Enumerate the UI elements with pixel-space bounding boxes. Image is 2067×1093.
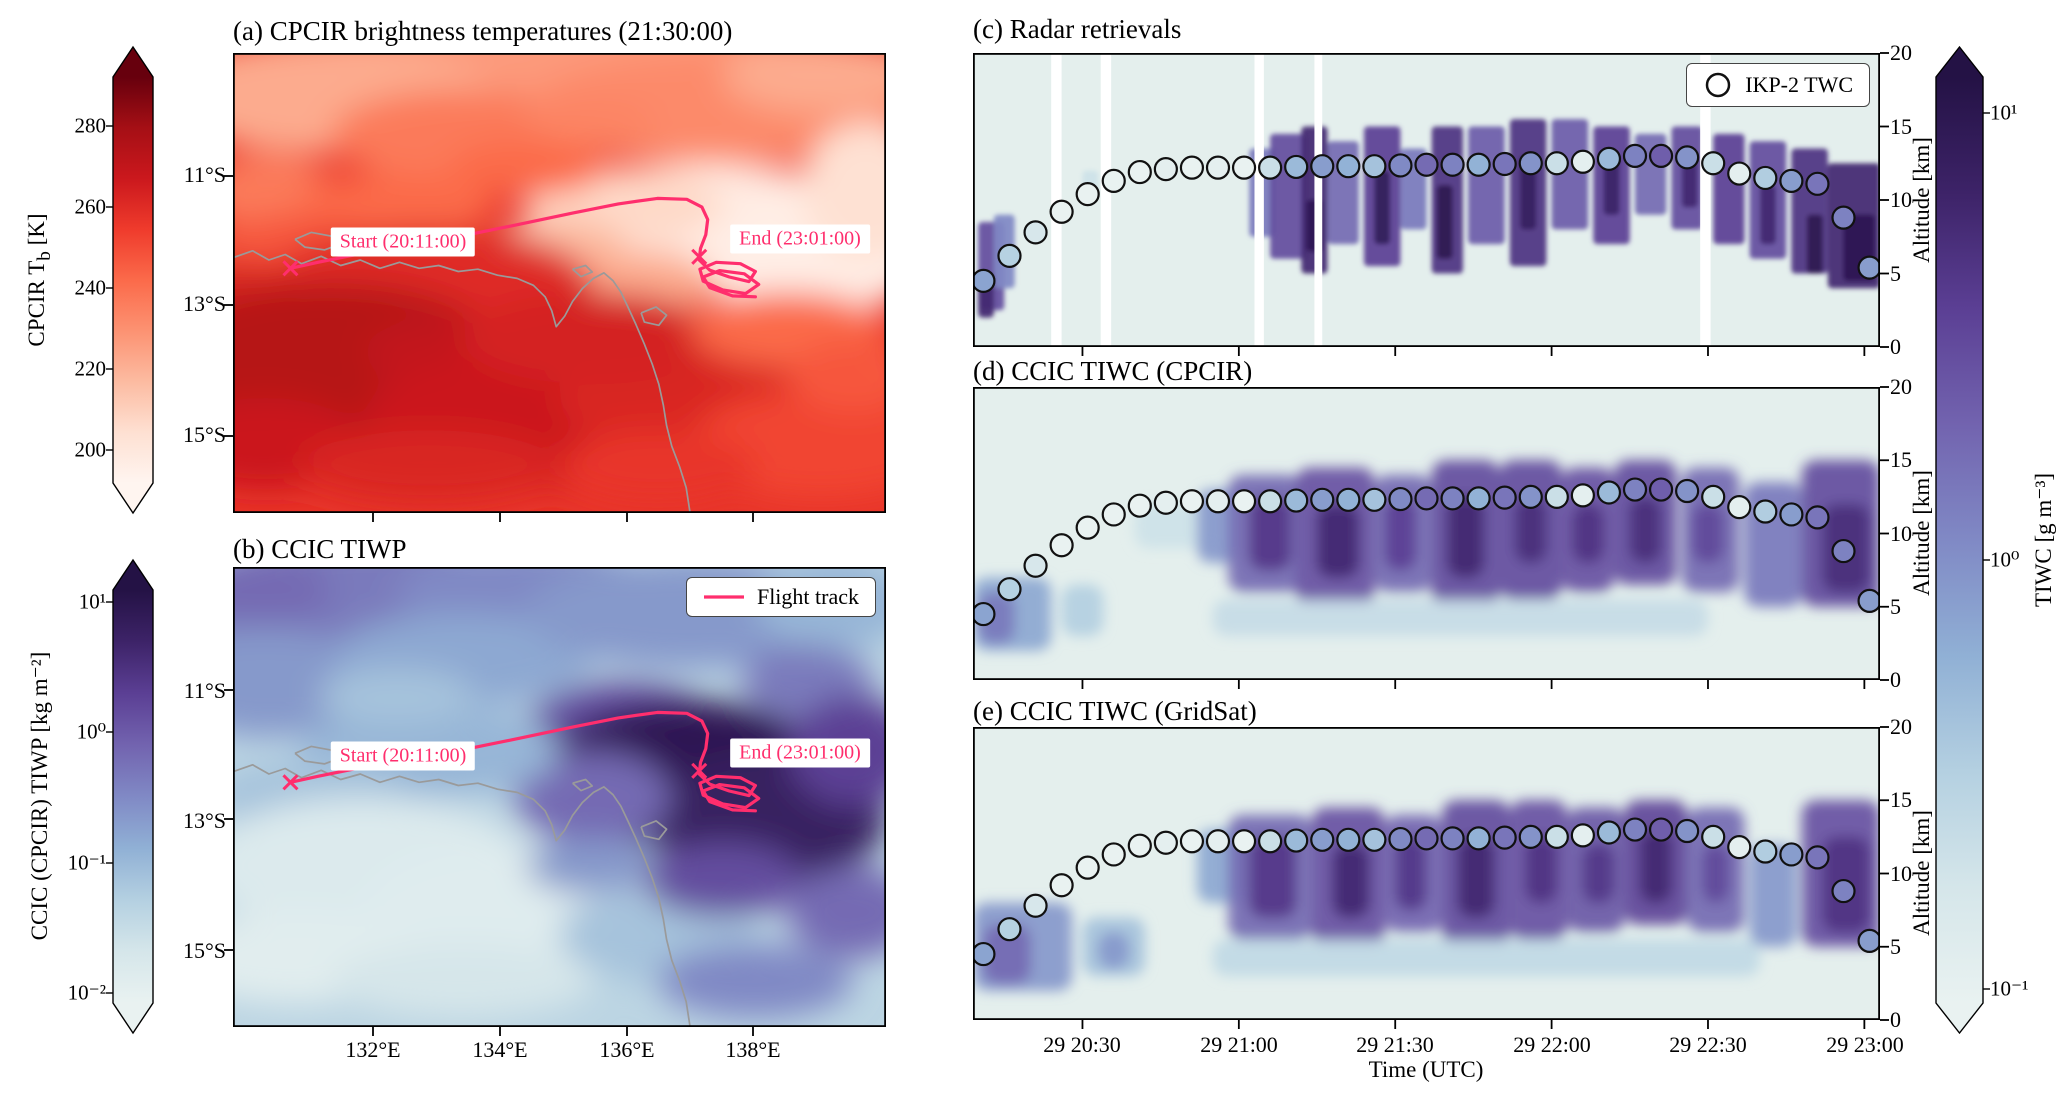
- panel-b-title: (b) CCIC TIWP: [233, 534, 407, 564]
- lon-tick: 134°E: [472, 1037, 528, 1062]
- alt-tick-d: 10: [1890, 520, 1912, 546]
- time-tick: 29 22:30: [1669, 1032, 1747, 1057]
- time-tick: 29 23:00: [1826, 1032, 1904, 1057]
- alt-tick-c: 0: [1890, 334, 1901, 359]
- panel-d-curtain: [972, 386, 1889, 689]
- altitude-axis-label-d: Altitude [km]: [1909, 470, 1934, 596]
- time-tick: 29 22:00: [1513, 1032, 1591, 1057]
- ikp2-twc-legend-label: IKP-2 TWC: [1745, 72, 1853, 97]
- flight-start-label-b: Start (20:11:00): [330, 741, 476, 771]
- flight-track-legend-label: Flight track: [756, 584, 859, 609]
- colorbar-a-label-main: CPCIR T: [24, 260, 50, 347]
- colorbar-a-tick: 220: [74, 356, 107, 381]
- panel-b-map: [224, 566, 887, 1036]
- lat-tick-a: 13°S: [182, 291, 226, 316]
- colorbar-tiwp: [106, 558, 154, 1035]
- alt-tick-c: 15: [1890, 113, 1912, 139]
- flight-track-legend: Flight track: [685, 577, 876, 617]
- colorbar-b-tick: 10⁰: [76, 719, 106, 744]
- time-tick: 29 21:00: [1200, 1032, 1278, 1057]
- altitude-axis-label-e: Altitude [km]: [1909, 810, 1934, 936]
- panel-e-title: (e) CCIC TIWC (GridSat): [973, 696, 1257, 726]
- alt-tick-e: 15: [1890, 787, 1912, 813]
- ikp2-marker-icon: [1705, 72, 1731, 98]
- colorbar-b-tick: 10¹: [78, 589, 106, 614]
- alt-tick-d: 5: [1890, 593, 1901, 619]
- colorbar-tiwc: [1935, 45, 1990, 1035]
- time-tick: 29 21:30: [1356, 1032, 1434, 1057]
- time-axis-label: Time (UTC): [1368, 1057, 1484, 1082]
- flight-end-label-b: End (23:01:00): [730, 738, 870, 768]
- colorbar-tiwc-tick: 10¹: [1990, 100, 2018, 125]
- flight-track-legend-line-icon: [703, 595, 744, 599]
- colorbar-brightness-temperature: [106, 45, 154, 515]
- colorbar-a-tick: 260: [74, 194, 107, 219]
- panel-e-curtain: [972, 726, 1889, 1029]
- colorbar-b-tick: 10⁻¹: [67, 850, 106, 875]
- lon-tick: 132°E: [345, 1037, 401, 1062]
- colorbar-a-tick: 200: [74, 437, 107, 462]
- colorbar-tiwc-tick: 10⁻¹: [1990, 976, 2029, 1001]
- lon-tick: 138°E: [725, 1037, 781, 1062]
- panel-d-title: (d) CCIC TIWC (CPCIR): [973, 356, 1253, 386]
- panel-a-map: [224, 52, 887, 522]
- alt-tick-d: 0: [1890, 667, 1901, 692]
- colorbar-a-label: CPCIR Tb [K]: [24, 213, 56, 346]
- lat-tick-b: 11°S: [183, 678, 226, 703]
- alt-tick-d: 15: [1890, 447, 1912, 473]
- lat-tick-b: 13°S: [182, 808, 226, 833]
- lon-tick: 136°E: [599, 1037, 655, 1062]
- alt-tick-d: 20: [1890, 374, 1912, 399]
- colorbar-b-tick: 10⁻²: [67, 980, 106, 1005]
- panel-a-title: (a) CPCIR brightness temperatures (21:30…: [233, 16, 733, 46]
- alt-tick-c: 5: [1890, 260, 1901, 286]
- time-tick: 29 20:30: [1043, 1032, 1121, 1057]
- ikp2-twc-legend: IKP-2 TWC: [1686, 63, 1870, 107]
- lat-tick-a: 15°S: [182, 422, 226, 447]
- lat-tick-a: 11°S: [183, 162, 226, 187]
- panel-c-title: (c) Radar retrievals: [973, 14, 1182, 44]
- alt-tick-e: 10: [1890, 860, 1912, 886]
- alt-tick-c: 10: [1890, 187, 1912, 212]
- colorbar-a-tick: 280: [74, 113, 107, 138]
- flight-end-label-a: End (23:01:00): [730, 224, 870, 254]
- colorbar-a-label-unit: [K]: [24, 213, 50, 252]
- alt-tick-e: 20: [1890, 714, 1912, 739]
- alt-tick-c: 20: [1890, 40, 1912, 65]
- lat-tick-b: 15°S: [182, 938, 226, 963]
- colorbar-a-label-sub: b: [33, 251, 55, 261]
- colorbar-b-label: CCIC (CPCIR) TIWP [kg m⁻²]: [27, 651, 52, 941]
- altitude-axis-label-c: Altitude [km]: [1909, 137, 1934, 263]
- colorbar-a-tick: 240: [74, 275, 107, 300]
- alt-tick-e: 0: [1890, 1007, 1901, 1032]
- alt-tick-e: 5: [1890, 933, 1901, 959]
- colorbar-tiwc-label: TIWC [g m⁻³]: [2031, 472, 2056, 608]
- flight-start-label-a: Start (20:11:00): [330, 227, 476, 257]
- colorbar-tiwc-tick: 10⁰: [1990, 547, 2020, 572]
